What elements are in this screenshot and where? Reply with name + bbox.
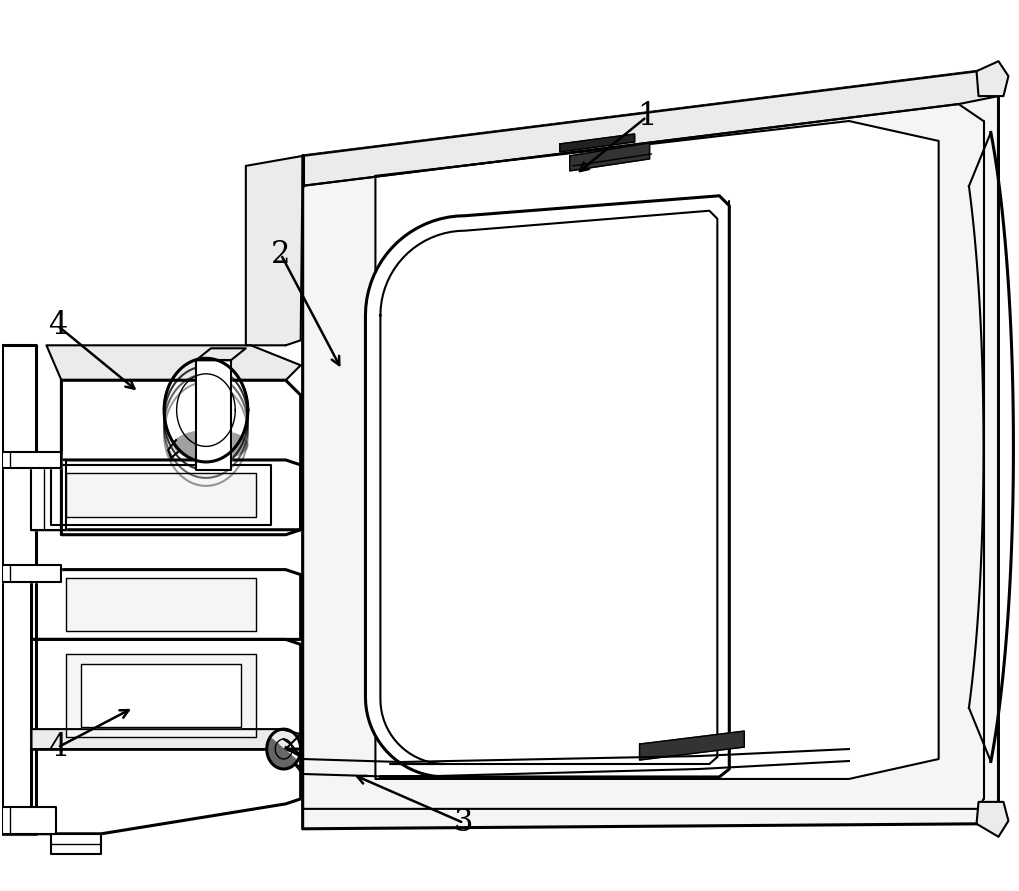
Text: 2: 2: [271, 239, 290, 270]
Polygon shape: [196, 348, 246, 360]
Polygon shape: [66, 654, 256, 737]
Polygon shape: [2, 807, 56, 834]
Polygon shape: [976, 802, 1009, 837]
Polygon shape: [2, 346, 37, 834]
Polygon shape: [303, 71, 999, 829]
Polygon shape: [2, 452, 61, 468]
Polygon shape: [303, 71, 999, 186]
Polygon shape: [375, 121, 938, 779]
Polygon shape: [32, 460, 301, 530]
Polygon shape: [976, 61, 1009, 96]
Polygon shape: [61, 380, 301, 535]
Polygon shape: [640, 732, 744, 760]
Polygon shape: [366, 196, 730, 777]
Ellipse shape: [173, 429, 249, 461]
Polygon shape: [51, 834, 101, 854]
Polygon shape: [47, 346, 301, 380]
Text: 4: 4: [48, 732, 67, 763]
Polygon shape: [196, 360, 231, 470]
Polygon shape: [32, 749, 301, 834]
Text: 3: 3: [454, 807, 474, 838]
Polygon shape: [51, 465, 271, 525]
Text: 4: 4: [48, 310, 67, 341]
Polygon shape: [246, 156, 303, 346]
Polygon shape: [267, 738, 298, 769]
Polygon shape: [2, 565, 61, 582]
Polygon shape: [32, 729, 301, 749]
Polygon shape: [32, 569, 301, 640]
Polygon shape: [559, 134, 635, 152]
Polygon shape: [570, 143, 649, 171]
Polygon shape: [32, 640, 301, 749]
Polygon shape: [66, 473, 256, 517]
Polygon shape: [32, 460, 66, 530]
Polygon shape: [66, 577, 256, 632]
Text: 1: 1: [637, 102, 656, 133]
Polygon shape: [82, 665, 240, 727]
